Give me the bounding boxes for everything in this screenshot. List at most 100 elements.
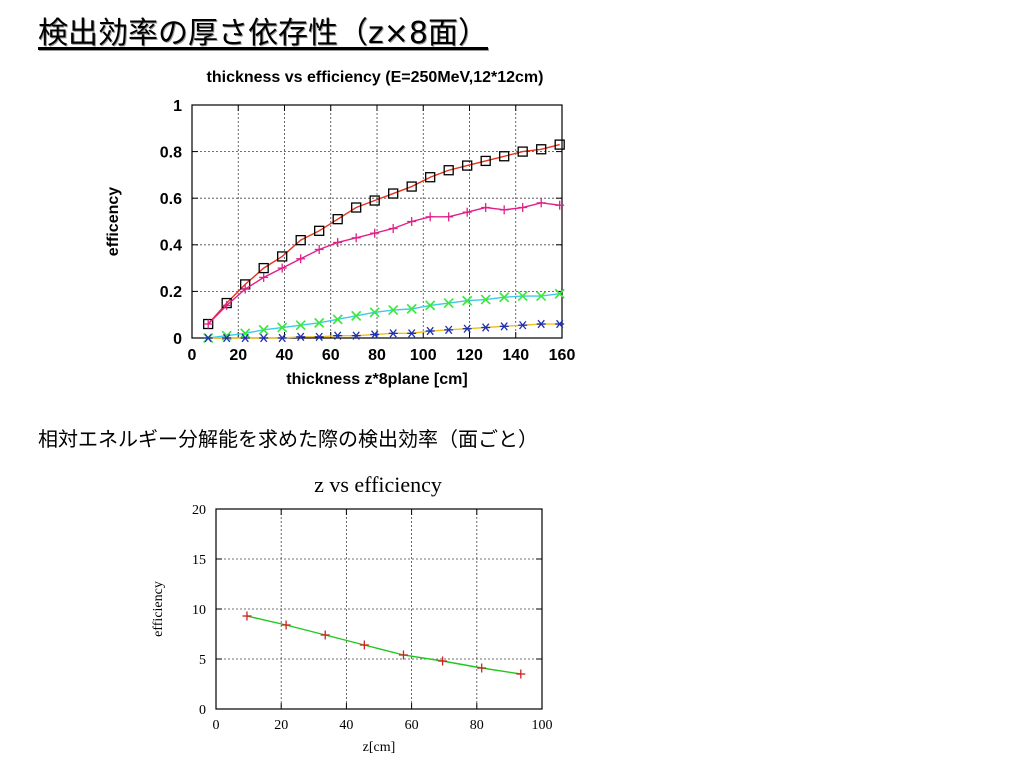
c1-series-1-point [277, 251, 288, 262]
c1-series-2-point [333, 237, 343, 247]
c1-grid [192, 105, 562, 338]
c2-series-1-point [438, 656, 448, 666]
c1-series-3-point [295, 320, 306, 331]
section-subheading: 相対エネルギー分解能を求めた際の検出効率（面ごと） [38, 427, 538, 451]
c1-series-2-markers [203, 198, 565, 329]
c1-series-2-point [462, 207, 472, 217]
c2-y-axis-label: efficiency [151, 581, 166, 637]
c2-grid [216, 509, 542, 709]
c1-y-tick-label: 0.2 [160, 284, 182, 301]
c1-series-1-point [258, 262, 269, 274]
c2-x-tick-label: 0 [213, 718, 220, 733]
c1-series-2-point [370, 228, 380, 238]
c1-series-3-point [351, 310, 362, 321]
c1-series-3-point [443, 297, 454, 309]
c1-y-tick-label: 0.6 [160, 191, 182, 208]
c1-series-1-point [554, 139, 565, 150]
c1-series-4-point [481, 323, 491, 332]
c1-series-2-point [499, 205, 509, 215]
c1-series-1-point [462, 160, 473, 171]
c2-x-tick-label: 80 [470, 718, 484, 733]
c2-series-1-point [398, 650, 408, 660]
c1-series-4-point [462, 324, 472, 333]
c1-series-1-point [369, 195, 380, 206]
c1-series-1-point [425, 172, 436, 183]
c1-series-3-markers [203, 288, 565, 344]
c1-series-2-point [314, 244, 324, 254]
c1-series-2-point [481, 203, 491, 213]
c2-y-tick-label: 5 [199, 653, 206, 668]
c1-series-4-point [333, 331, 343, 340]
c1-y-tick-label: 1 [173, 98, 182, 115]
c1-series-2-point [518, 203, 528, 213]
c2-series-1-point [242, 611, 252, 621]
c1-series-4-point [203, 333, 213, 343]
c1-x-tick-label: 140 [502, 347, 529, 364]
c2-series-1-point [516, 669, 526, 679]
c2-series-1-point [359, 640, 369, 650]
c1-series-3-point [388, 304, 399, 316]
c1-x-tick-label: 80 [368, 347, 386, 364]
c1-x-tick-label: 100 [410, 347, 437, 364]
c1-series-2-point [425, 212, 435, 222]
c1-series-4-point [518, 320, 528, 330]
c2-x-tick-label: 40 [339, 718, 353, 733]
z-efficiency-chart: 0 20 40 60 80 100 0 5 10 15 20 z vs efficiency z[cm]… [151, 472, 553, 755]
c1-series-3-point [480, 294, 491, 305]
c1-series-3-point [258, 324, 269, 335]
c1-series-1-point [314, 225, 325, 236]
c1-series-3-point [425, 300, 436, 311]
c1-title: thickness vs efficiency (E=250MeV,12*12c… [207, 69, 544, 86]
c1-series-2-point [240, 284, 250, 294]
c1-series-4-point [351, 331, 361, 340]
c1-x-tick-label: 160 [549, 347, 576, 364]
thickness-efficiency-chart: 0 20 40 60 80 100 120 140 160 0 0.2 0.4 0.6 0.8 1 thick… [105, 69, 576, 388]
c1-series-3-point [462, 295, 473, 306]
c1-series-2-point [388, 223, 398, 233]
c1-series-4-point [536, 319, 546, 329]
c2-series-1-point [477, 663, 487, 673]
c1-series-3-point [314, 317, 325, 328]
c1-series-4-point [240, 333, 250, 343]
c1-series-1-point [499, 151, 510, 162]
c1-series-1-markers [203, 139, 565, 330]
c1-series-3-point [277, 322, 288, 333]
c2-y-tick-label: 15 [192, 553, 206, 568]
c1-series-2-point [444, 212, 454, 222]
c1-series-1-point [406, 181, 417, 192]
c1-series-3-point [536, 290, 547, 302]
c1-series-2-point [351, 233, 361, 243]
c1-series-3-point [332, 314, 343, 325]
c1-x-tick-label: 40 [276, 347, 294, 364]
c1-series-4-point [222, 333, 232, 343]
c2-series-1-markers [242, 611, 526, 679]
c1-series-1-point [351, 202, 362, 213]
c1-series-1-point [295, 234, 306, 246]
c1-x-tick-label: 20 [229, 347, 247, 364]
c1-series-4-point [259, 333, 269, 343]
c2-y-tick-label: 10 [192, 603, 206, 618]
c1-y-tick-label: 0.4 [160, 238, 182, 255]
c1-series-3-point [499, 292, 510, 303]
c1-series-1-point [536, 144, 547, 155]
c2-x-tick-label: 20 [274, 718, 288, 733]
c1-series-4-markers [203, 319, 565, 343]
c2-y-tick-label: 20 [192, 503, 206, 518]
c1-series-2-point [407, 217, 417, 226]
c1-series-4-point [370, 330, 380, 339]
c1-y-tick-label: 0 [173, 331, 182, 348]
c1-series-3-point [369, 307, 380, 318]
c1-series-4-point [388, 329, 398, 338]
c1-series-2-point [222, 300, 232, 310]
c2-title: z vs efficiency [314, 472, 442, 497]
c1-series-4-point [277, 333, 287, 343]
c1-series-3-line [208, 293, 560, 339]
slide-title: 検出効率の厚さ依存性（z×8面） [38, 16, 488, 51]
c1-series-4-point [314, 332, 324, 342]
c1-series-3-point [554, 288, 565, 299]
c1-series-4-point [296, 332, 306, 342]
c1-series-2-point [536, 198, 546, 208]
c1-series-4-point [444, 325, 454, 335]
c1-x-tick-label: 60 [322, 347, 340, 364]
c1-series-2-point [555, 200, 565, 210]
